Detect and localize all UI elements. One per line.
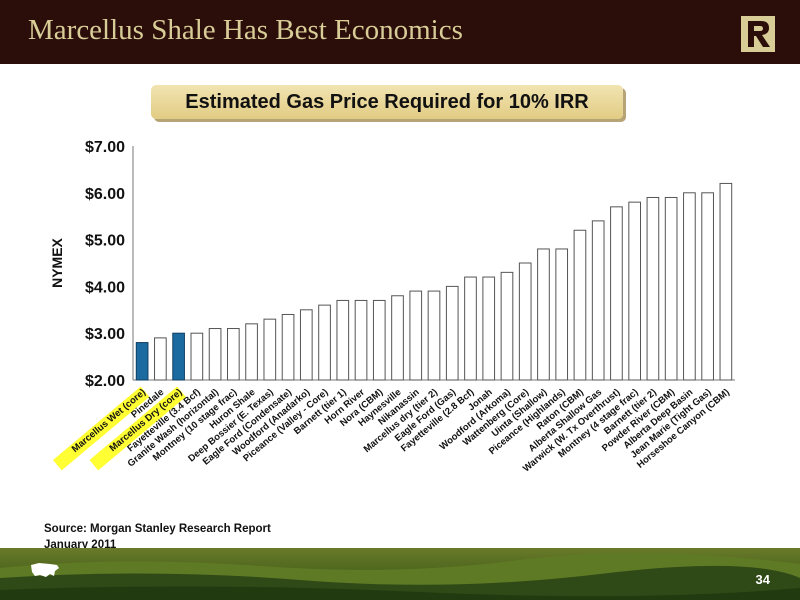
bar bbox=[664, 196, 678, 381]
slide-title: Marcellus Shale Has Best Economics bbox=[28, 14, 463, 46]
bar bbox=[628, 201, 642, 381]
bar bbox=[281, 313, 295, 381]
bar bbox=[518, 262, 532, 381]
bar bbox=[701, 192, 714, 381]
bar bbox=[427, 290, 441, 381]
bar bbox=[190, 332, 204, 381]
label-highlight bbox=[53, 386, 150, 471]
bar bbox=[354, 299, 368, 381]
bar bbox=[299, 309, 313, 381]
landscape-image bbox=[0, 552, 800, 600]
bar bbox=[208, 328, 222, 381]
bar bbox=[683, 192, 696, 381]
bar bbox=[537, 248, 550, 381]
chart-caption: Estimated Gas Price Required for 10% IRR bbox=[151, 85, 623, 119]
company-logo-icon bbox=[741, 16, 775, 52]
y-tick-label: $7.00 bbox=[85, 139, 125, 156]
bar bbox=[336, 299, 350, 381]
bar bbox=[719, 182, 733, 381]
bar bbox=[646, 196, 660, 381]
bar bbox=[135, 342, 149, 381]
label-highlight bbox=[89, 386, 186, 471]
bar bbox=[318, 304, 331, 381]
y-tick-label: $3.00 bbox=[85, 326, 125, 343]
bar bbox=[226, 328, 240, 381]
bar bbox=[245, 323, 258, 381]
y-tick-label: $4.00 bbox=[85, 279, 125, 296]
title-bar: Marcellus Shale Has Best Economics bbox=[0, 0, 800, 64]
us-map-icon bbox=[31, 563, 59, 577]
bar bbox=[610, 206, 623, 381]
footer-band bbox=[0, 548, 800, 600]
y-tick-label: $6.00 bbox=[85, 186, 125, 203]
bar bbox=[391, 295, 404, 381]
bar bbox=[263, 318, 277, 381]
bar bbox=[555, 248, 569, 381]
y-axis-label: NYMEX bbox=[49, 237, 65, 287]
bar-chart: $2.00$3.00$4.00$5.00$6.00$7.00 Marcellus… bbox=[49, 139, 735, 474]
y-tick-label: $2.00 bbox=[85, 373, 125, 390]
bar bbox=[500, 271, 514, 381]
bar bbox=[409, 290, 423, 381]
bar bbox=[482, 276, 496, 381]
bar bbox=[154, 337, 167, 381]
bar bbox=[372, 299, 386, 381]
bar bbox=[172, 332, 185, 381]
bar bbox=[573, 229, 587, 381]
page-number: 34 bbox=[755, 572, 770, 587]
bar bbox=[591, 220, 605, 381]
bar bbox=[464, 276, 477, 381]
source-line-1: Source: Morgan Stanley Research Report bbox=[44, 523, 271, 535]
y-tick-label: $5.00 bbox=[85, 233, 125, 250]
bar bbox=[445, 285, 459, 381]
